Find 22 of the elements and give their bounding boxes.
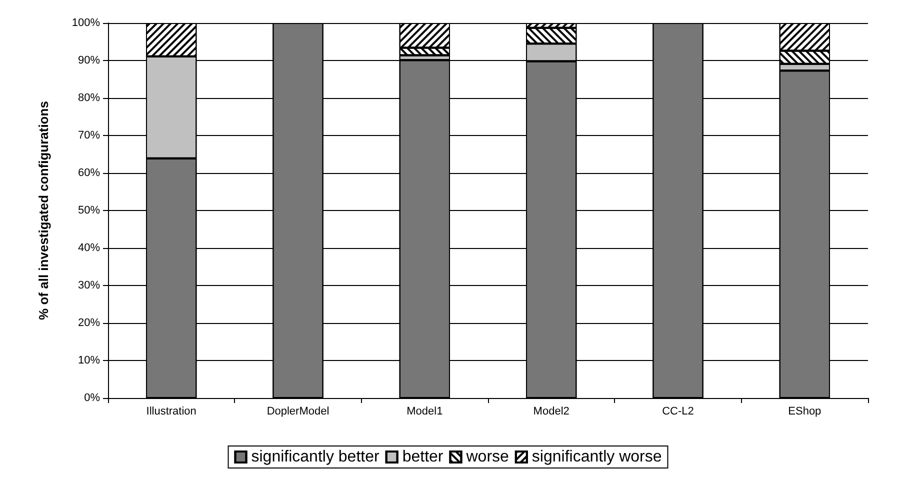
legend-label: significantly better	[251, 448, 380, 466]
x-tick-label: Illustration	[146, 406, 196, 418]
y-tick-label: 90%	[78, 54, 100, 66]
legend-label: worse	[465, 448, 510, 466]
y-tick-label: 20%	[78, 317, 100, 329]
x-tick-label: CC-L2	[662, 406, 694, 418]
y-tick-label: 30%	[78, 280, 100, 292]
y-tick-label: 80%	[78, 92, 100, 104]
legend-label: better	[402, 448, 444, 466]
y-tick-label: 70%	[78, 130, 100, 142]
y-axis-title: % of all investigated configurations	[36, 101, 51, 320]
x-tick-label: DoplerModel	[266, 406, 330, 418]
x-tick-label: Model1	[406, 406, 443, 418]
legend-label: significantly worse	[532, 448, 662, 466]
y-tick-label: 10%	[78, 354, 100, 366]
y-tick-label: 100%	[72, 17, 100, 29]
y-tick-label: 50%	[78, 204, 100, 216]
x-tick-label: EShop	[788, 406, 822, 418]
x-tick-label: Model2	[533, 406, 570, 418]
y-tick-label: 0%	[84, 392, 100, 404]
y-tick-label: 40%	[78, 242, 100, 254]
y-tick-label: 60%	[78, 167, 100, 179]
